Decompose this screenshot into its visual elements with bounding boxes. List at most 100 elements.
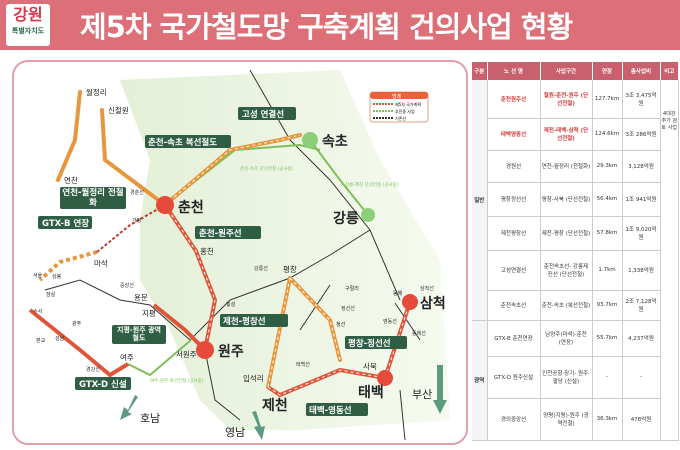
route-section: 양평(지평)-원주 (광역전철)	[540, 398, 593, 441]
table-row: 태백영동선 제천-태백-삼척 (단선전철) 124.6km 3조 286억원	[472, 118, 679, 151]
route-name: GTX-B 춘천연장	[487, 320, 541, 357]
project-label-chuncheon-wonju: 춘천-원주선	[199, 228, 242, 239]
station-label: 가평	[132, 217, 141, 224]
page-title: 제5차 국가철도망 구축계획 건의사업 현황	[80, 10, 573, 44]
project-table: 구분 노 선 명 사업구간 연장 총사업비 비고 일반 춘천원주선 철원-춘천-원주 (단…	[472, 62, 679, 441]
line-tag: 동해선	[412, 330, 426, 337]
route-length: 124.6km	[592, 118, 623, 151]
route-section: 춘천-속초 (복선전철)	[540, 290, 593, 321]
legend: 범례 제5차 국가계획 추진중 사업 기존선	[369, 91, 429, 123]
route-cost: 3,128억원	[622, 150, 661, 183]
station-label: 평창	[283, 264, 297, 274]
remark: 4대강 추가 검토 사업	[660, 80, 679, 441]
station-label: 마석	[94, 258, 108, 268]
route-cost: 478억원	[622, 398, 661, 441]
direction-arrows	[120, 365, 447, 440]
route-cost: -	[622, 356, 661, 399]
route-length: 93.7km	[592, 290, 623, 321]
route-name: 고성연결선	[487, 250, 541, 291]
city-wonju: 원주	[218, 344, 244, 360]
svg-text:기존선: 기존선	[395, 115, 406, 121]
direction-busan: 부산	[412, 388, 432, 401]
route-section: 인천공항·장기- 원주·팔당 (신설)	[540, 356, 593, 399]
station-label: 신철원	[108, 105, 129, 115]
route-section: 평창-사북 (단선전철)	[540, 182, 593, 217]
route-cost: 1조 9,020억원	[622, 216, 661, 251]
station-label: 광주	[72, 320, 82, 327]
city-sokcho: 속초	[322, 134, 348, 150]
route-cost: 3조 286억원	[622, 118, 661, 151]
route-cost: 1조 941억원	[622, 182, 661, 217]
svg-text:추진중 사업: 추진중 사업	[395, 108, 415, 114]
route-section: 연천-월정리 (전철화)	[540, 150, 593, 183]
route-section: 제천-평창 (단선전철)	[540, 216, 593, 251]
group-general: 일반	[472, 80, 488, 321]
note-label: 여주-원주 복선전철 (공사중)	[150, 377, 204, 384]
line-tag: 강릉선	[254, 265, 268, 272]
route-cost: 1,338억원	[622, 250, 661, 291]
gangwon-logo: 강원 특별자치도	[6, 4, 50, 46]
project-label-pyeongchang-jeongseon: 평창-정선선	[348, 338, 391, 349]
route-cost: 4,237억원	[622, 320, 661, 357]
station-label: 구절리	[345, 285, 359, 292]
route-length: 56.4km	[592, 182, 623, 217]
city-taebaek: 태백	[358, 385, 384, 401]
table-row: GTX-D 원주신설 인천공항·장기- 원주·팔당 (신설) - -	[472, 356, 679, 399]
station-label: 횡성	[226, 301, 235, 308]
route-name: 제천평창선	[487, 216, 541, 251]
station-label: 연천	[64, 175, 78, 185]
table-row: 경의중앙선 양평(지평)-원주 (광역전철) 36.3km 478억원	[472, 398, 679, 441]
station-label: 동해	[393, 290, 403, 297]
table-row: 경원선 연천-월정리 (전철화) 29.3km 3,128억원	[472, 150, 679, 183]
route-name: 춘천속초선	[487, 290, 541, 321]
table-row: 광역 GTX-B 춘천연장 남양주(마석)-춘천 (연장) 55.7km 4,237억원	[472, 320, 679, 441]
route-section: 철원-춘천-원주 (단선전철)	[540, 80, 593, 119]
route-length: 127.7km	[592, 80, 623, 119]
route-section: 춘천속초선- 강릉제진선 (단선전철)	[540, 250, 593, 291]
station-label: 지평	[142, 308, 156, 318]
city-chuncheon: 춘천	[178, 200, 204, 216]
station-label: 서원주	[176, 350, 197, 359]
railway-map: 춘천 원주 강릉 속초 삼척 태백 제천 월정리 신철원 연천 마석 홍천 용문…	[12, 60, 468, 445]
group-metro: 광역	[472, 320, 488, 441]
project-label-yeoncheon: 연천-월정리 전철화	[60, 187, 126, 210]
city-markers	[156, 132, 418, 386]
table-row: 고성연결선 춘천속초선- 강릉제진선 (단선전철) 1.7km 1,338억원	[472, 250, 679, 291]
route-length: 57.8km	[592, 216, 623, 251]
route-cost: 3조 3,475억원	[622, 80, 661, 119]
line-tag: 경춘선	[130, 189, 144, 196]
route-name: 태백영동선	[487, 118, 541, 151]
station-label: 사북	[363, 362, 377, 371]
route-name: 평창정선선	[487, 182, 541, 217]
table-row: 평창정선선 평창-사북 (단선전철) 56.4km 1조 941억원	[472, 182, 679, 217]
city-samcheok: 삼척	[420, 296, 446, 312]
station-label: 여주	[120, 352, 134, 362]
route-length: 1.7km	[592, 250, 623, 291]
line-tag: 삼척선	[420, 285, 434, 292]
route-length: -	[592, 356, 623, 399]
station-label: 월정리	[86, 87, 107, 97]
station-label: 성남	[55, 335, 65, 342]
project-label-chuncheon-sokcho: 춘천-속초 복선철도	[148, 137, 217, 148]
line-tag: 태백선	[296, 361, 310, 368]
direction-honam: 호남	[140, 412, 160, 425]
note-label: 강릉-제진 단선전철 (공사중)	[345, 181, 399, 188]
project-label-goseong: 고성 연결선	[242, 109, 284, 120]
direction-yeongnam: 영남	[225, 426, 245, 439]
station-label: 용문	[134, 293, 148, 302]
route-name: 경원선	[487, 150, 541, 183]
line-tag: 영동선	[383, 318, 397, 325]
table-row: 제천평창선 제천-평창 (단선전철) 57.8km 1조 9,020억원	[472, 216, 679, 251]
station-label: 상봉	[52, 273, 62, 280]
line-tag: 경강선	[86, 366, 100, 373]
header-banner: 강원 특별자치도 제5차 국가철도망 구축계획 건의사업 현황	[0, 0, 680, 50]
station-label: 판교	[36, 337, 46, 344]
svg-text:제5차 국가계획: 제5차 국가계획	[395, 101, 421, 107]
route-section: 남양주(마석)-춘천 (연장)	[540, 320, 593, 357]
project-labels: 고성 연결선 춘천-속초 복선철도 GTX-B 연장 춘천-원주선 제천-평창선…	[38, 107, 407, 416]
project-label-gtxb: GTX-B 연장	[42, 218, 89, 229]
map-svg: 춘천 원주 강릉 속초 삼척 태백 제천 월정리 신철원 연천 마석 홍천 용문…	[28, 69, 450, 441]
project-label-jecheon-pyeongchang: 제천-평창선	[223, 316, 266, 327]
route-name: 경의중앙선	[487, 398, 541, 441]
route-name: 춘천원주선	[487, 80, 541, 119]
